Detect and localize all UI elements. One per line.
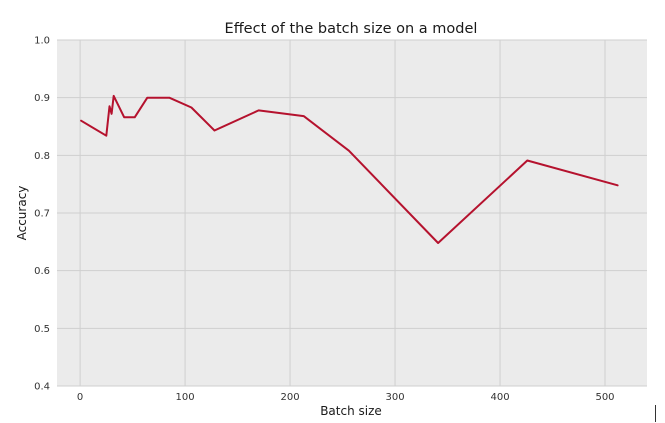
series-layer [80, 94, 619, 244]
text-cursor-mark [655, 405, 656, 422]
y-tick-label: 0.6 [34, 266, 50, 277]
series-line [80, 94, 619, 244]
x-tick-label: 200 [281, 392, 300, 403]
y-tick-label: 0.7 [34, 209, 50, 220]
x-tick-label: 100 [176, 392, 195, 403]
x-axis-label: Batch size [320, 404, 382, 418]
x-axis-ticks: 0 100 200 300 400 500 [77, 392, 615, 403]
y-tick-label: 0.9 [34, 93, 50, 104]
x-tick-label: 400 [490, 392, 509, 403]
chart-title: Effect of the batch size on a model [225, 21, 478, 37]
y-tick-label: 0.8 [34, 151, 50, 162]
x-tick-label: 300 [385, 392, 404, 403]
y-tick-label: 1.0 [34, 36, 50, 47]
y-tick-label: 0.5 [34, 324, 50, 335]
y-tick-label: 0.4 [34, 382, 50, 393]
y-axis-label: Accuracy [15, 186, 29, 241]
y-axis-ticks: 0.4 0.5 0.6 0.7 0.8 0.9 1.0 [34, 36, 50, 393]
x-tick-label: 500 [595, 392, 614, 403]
x-tick-label: 0 [77, 392, 83, 403]
